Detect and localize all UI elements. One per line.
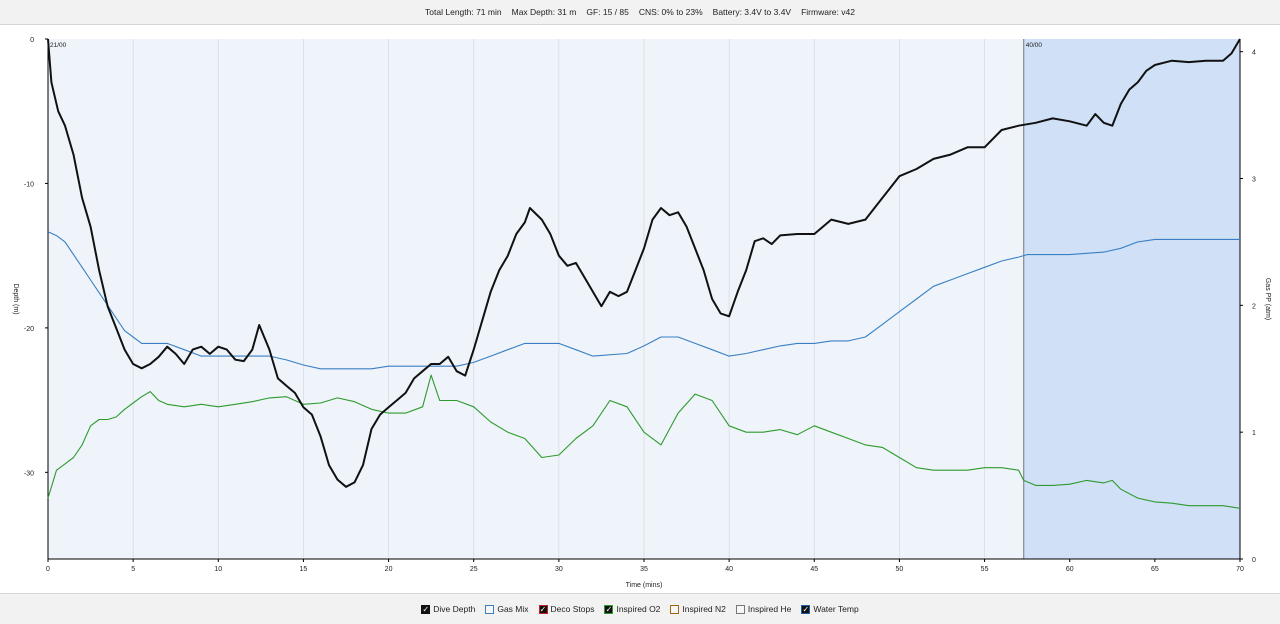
firmware-version: Firmware: v42 (801, 7, 855, 17)
x-tick-label-0: 0 (46, 566, 50, 573)
legend-item-dive-depth[interactable]: ✓ Dive Depth (421, 604, 475, 614)
series-line-dive-depth (47, 38, 1241, 488)
x-tick-label-11: 55 (981, 566, 989, 573)
x-tick-label-10: 50 (896, 566, 904, 573)
gas-segment-0 (48, 39, 1024, 559)
x-tick-label-2: 10 (214, 566, 222, 573)
legend-checkbox-icon[interactable] (485, 604, 495, 614)
legend-item-water-temp[interactable]: ✓ Water Temp (801, 604, 859, 614)
x-tick-label-9: 45 (810, 566, 818, 573)
series-legend: ✓ Dive Depth Gas Mix ✓ Deco Stops ✓ Inspired O… (0, 593, 1280, 624)
series-line-gas-pp (47, 231, 1240, 370)
y-left-tick-label-3: -30 (24, 470, 34, 477)
legend-checkbox-icon[interactable]: ✓ (801, 604, 811, 614)
max-depth: Max Depth: 31 m (511, 7, 577, 17)
legend-label: Gas Mix (497, 604, 529, 614)
x-tick-label-14: 70 (1236, 566, 1244, 573)
x-tick-label-4: 20 (385, 566, 393, 573)
y-left-tick-label-2: -20 (24, 326, 34, 333)
y-right-tick-label-3: 3 (1252, 177, 1256, 184)
series-line-inspired-o2 (47, 374, 1241, 509)
legend-item-inspired-n2[interactable]: Inspired N2 (670, 604, 726, 614)
legend-item-inspired-o2[interactable]: ✓ Inspired O2 (604, 604, 660, 614)
legend-label: Inspired N2 (682, 604, 726, 614)
dive-summary-bar: Total Length: 71 min Max Depth: 31 m GF:… (0, 0, 1280, 25)
legend-checkbox-icon[interactable]: ✓ (538, 604, 548, 614)
cns-range: CNS: 0% to 23% (638, 7, 703, 17)
legend-checkbox-icon[interactable]: ✓ (421, 604, 431, 614)
legend-checkbox-icon[interactable] (735, 604, 745, 614)
legend-label: Inspired He (747, 604, 792, 614)
total-length: Total Length: 71 min (425, 7, 502, 17)
x-tick-label-5: 25 (470, 566, 478, 573)
x-tick-label-8: 40 (725, 566, 733, 573)
legend-item-inspired-he[interactable]: Inspired He (735, 604, 792, 614)
legend-checkbox-icon[interactable] (670, 604, 680, 614)
y-right-tick-label-2: 2 (1252, 303, 1256, 310)
legend-item-deco-stops[interactable]: ✓ Deco Stops (538, 604, 595, 614)
dive-profile-svg[interactable]: 21/00 40/000 5 10 15 20 25 30 35 40 45 50 55 60 65 700-… (0, 25, 1280, 592)
legend-checkbox-icon[interactable]: ✓ (604, 604, 614, 614)
x-tick-label-13: 65 (1151, 566, 1159, 573)
x-axis-label: Time (mins) (626, 582, 663, 589)
legend-label: Deco Stops (550, 604, 595, 614)
x-tick-label-1: 5 (131, 566, 135, 573)
legend-label: Inspired O2 (616, 604, 661, 614)
gas-segment-label-1: 40/00 (1026, 42, 1043, 49)
legend-label: Water Temp (813, 604, 859, 614)
battery-range: Battery: 3.4V to 3.4V (712, 7, 792, 17)
y-left-tick-label-1: -10 (24, 181, 34, 188)
y-right-tick-label-4: 4 (1252, 50, 1256, 57)
legend-label: Dive Depth (433, 604, 476, 614)
gas-segment-1 (1023, 39, 1240, 559)
gradient-factors: GF: 15 / 85 (586, 7, 629, 17)
y-left-tick-label-0: 0 (30, 37, 34, 44)
y-left-axis-label: Depth (m) (12, 283, 19, 314)
legend-item-gas-mix[interactable]: Gas Mix (485, 604, 529, 614)
x-tick-label-3: 15 (300, 566, 308, 573)
x-tick-label-12: 60 (1066, 566, 1074, 573)
y-right-tick-label-0: 0 (1252, 557, 1256, 564)
x-tick-label-7: 35 (640, 566, 648, 573)
gas-segment-label-0: 21/00 (50, 42, 67, 49)
dive-profile-chart[interactable]: 21/00 40/00 0 5 10 15 20 25 30 35 40 45 50 55 60 65 70 0-… (0, 25, 1280, 592)
y-right-tick-label-1: 1 (1252, 430, 1256, 437)
y-right-axis-label: Gas PP (atm) (1264, 278, 1271, 320)
x-tick-label-6: 30 (555, 566, 563, 573)
